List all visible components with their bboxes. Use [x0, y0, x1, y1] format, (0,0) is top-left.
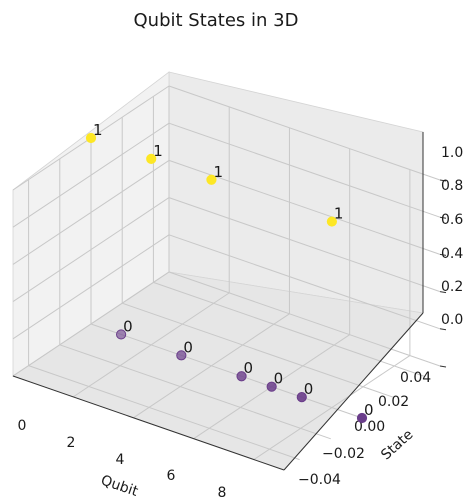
data-point	[176, 350, 187, 361]
point-label: 0	[274, 370, 284, 388]
data-point	[146, 153, 157, 164]
x-tick-label: 4	[116, 452, 125, 468]
data-point	[356, 412, 368, 424]
z-tick-mark	[439, 179, 447, 182]
z-tick-mark	[439, 216, 447, 219]
back-grid-line	[168, 234, 441, 330]
point-label: 0	[183, 338, 193, 356]
back-grid-line	[168, 122, 441, 218]
left-grid-line	[12, 197, 170, 303]
z-tick-label: 0.8	[441, 178, 463, 194]
y-tick-label: −0.04	[298, 472, 341, 488]
point-label: 1	[153, 142, 163, 160]
floor-grid-line	[153, 281, 425, 377]
x-axis-line	[12, 375, 285, 471]
floor-grid-line	[28, 365, 300, 461]
data-point	[296, 392, 307, 403]
x-tick-label: 0	[18, 418, 27, 434]
data-point	[326, 216, 337, 227]
point-label: 0	[244, 359, 254, 377]
left-grid-line	[12, 159, 170, 265]
z-tick-mark	[439, 328, 447, 331]
left-grid-line	[12, 234, 170, 340]
z-tick-label: 0.4	[441, 246, 463, 262]
left-grid-line	[12, 271, 170, 377]
back-grid-line	[168, 85, 441, 181]
point-label: 1	[334, 205, 344, 223]
floor-grid-line	[59, 344, 331, 440]
chart-title: Qubit States in 3D	[134, 10, 299, 31]
back-grid-line	[168, 271, 441, 367]
point-label: 0	[304, 380, 314, 398]
z-tick-label: 0.0	[441, 312, 463, 328]
left-grid-line	[12, 122, 170, 228]
z-tick-label: 1.0	[441, 145, 463, 161]
z-tick-mark	[439, 253, 447, 256]
data-point	[116, 329, 127, 340]
x-tick-label: 6	[167, 468, 176, 484]
tick-marks	[439, 179, 447, 368]
y-axis-line	[283, 312, 424, 471]
scatter-points: 1 0 1 0 1 0 0 0 1 0	[85, 121, 374, 424]
data-point	[85, 132, 97, 144]
point-label: 1	[93, 121, 103, 139]
point-label: 1	[213, 163, 223, 181]
y-tick-label: −0.02	[322, 446, 365, 462]
z-tick-label: 0.6	[441, 212, 463, 228]
floor-grid-line	[90, 323, 363, 419]
data-point	[266, 381, 277, 392]
grid-lines	[12, 85, 441, 461]
point-label: 0	[364, 401, 374, 419]
point-label: 0	[123, 317, 133, 335]
z-tick-mark	[439, 291, 447, 294]
y-tick-label: 0.04	[400, 370, 431, 386]
x-tick-label: 2	[67, 435, 76, 451]
z-tick-mark	[439, 365, 447, 368]
y-tick-label: 0.02	[378, 394, 409, 410]
z-tick-label: 0.2	[441, 279, 463, 295]
x-tick-label: 8	[218, 485, 227, 501]
data-point	[236, 371, 247, 382]
data-point	[206, 174, 217, 185]
back-grid-line	[168, 197, 441, 293]
floor-grid-line	[122, 302, 394, 398]
back-pane	[168, 71, 424, 314]
x-axis-label: Qubit	[99, 472, 141, 500]
